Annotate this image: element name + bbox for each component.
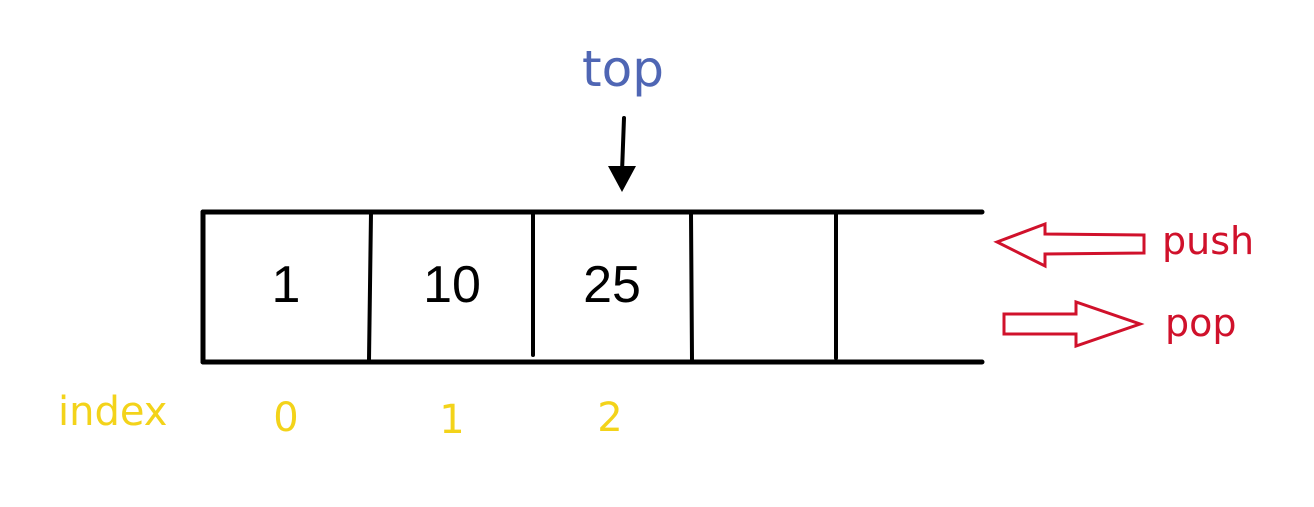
push-arrow-icon <box>993 221 1146 269</box>
top-pointer-arrow <box>608 116 636 192</box>
index-number-0: 0 <box>273 395 299 441</box>
pop-label: pop <box>1165 301 1237 345</box>
cell-value-1: 10 <box>423 256 481 314</box>
index-number-2: 2 <box>597 395 623 441</box>
cell-value-2: 25 <box>583 256 641 314</box>
top-pointer-label: top <box>582 40 664 98</box>
cell-divider <box>689 211 694 362</box>
stack-container <box>200 209 985 365</box>
cell-divider <box>367 211 373 362</box>
index-label: index <box>58 389 168 435</box>
cell-dividers <box>367 211 838 362</box>
cell-value-0: 1 <box>271 256 301 314</box>
push-label: push <box>1162 219 1255 263</box>
pop-arrow-icon <box>1002 299 1145 349</box>
index-number-1: 1 <box>439 397 465 443</box>
